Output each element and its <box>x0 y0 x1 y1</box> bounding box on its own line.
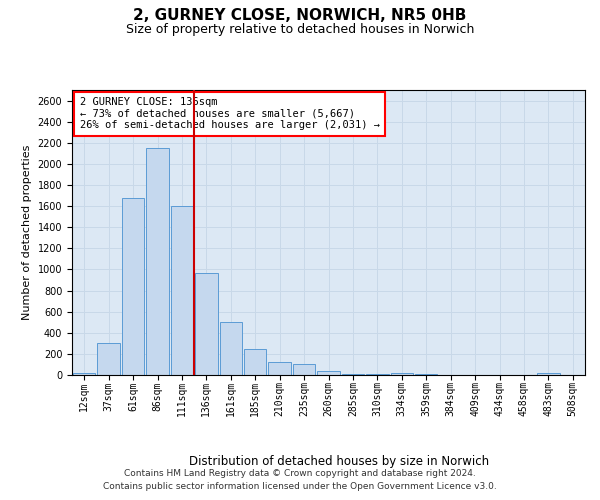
Bar <box>293 364 316 375</box>
Text: Size of property relative to detached houses in Norwich: Size of property relative to detached ho… <box>126 22 474 36</box>
Bar <box>146 148 169 375</box>
Bar <box>341 374 364 375</box>
Bar <box>366 374 389 375</box>
Bar <box>391 373 413 375</box>
Bar <box>415 374 437 375</box>
Bar <box>170 206 193 375</box>
Y-axis label: Number of detached properties: Number of detached properties <box>22 145 32 320</box>
Bar <box>244 348 266 375</box>
Text: 2 GURNEY CLOSE: 136sqm
← 73% of detached houses are smaller (5,667)
26% of semi-: 2 GURNEY CLOSE: 136sqm ← 73% of detached… <box>80 97 380 130</box>
Bar <box>220 322 242 375</box>
Bar <box>122 198 145 375</box>
Text: Distribution of detached houses by size in Norwich: Distribution of detached houses by size … <box>189 454 489 468</box>
Bar <box>268 362 291 375</box>
Bar <box>317 371 340 375</box>
Bar <box>73 373 95 375</box>
Bar <box>195 272 218 375</box>
Bar <box>537 373 560 375</box>
Bar <box>97 344 120 375</box>
Text: Contains HM Land Registry data © Crown copyright and database right 2024.: Contains HM Land Registry data © Crown c… <box>124 468 476 477</box>
Text: Contains public sector information licensed under the Open Government Licence v3: Contains public sector information licen… <box>103 482 497 491</box>
Text: 2, GURNEY CLOSE, NORWICH, NR5 0HB: 2, GURNEY CLOSE, NORWICH, NR5 0HB <box>133 8 467 22</box>
